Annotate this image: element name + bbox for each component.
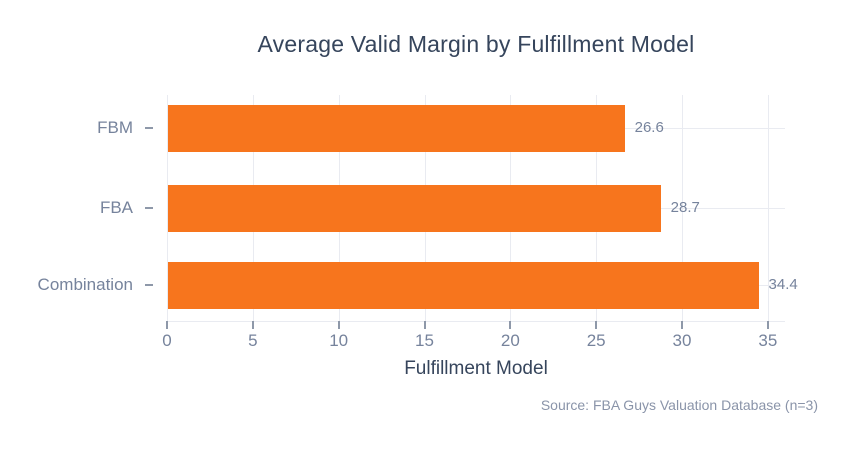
x-tick-mark: [251, 321, 254, 329]
x-tick-label: 5: [248, 331, 258, 350]
x-tick-label: 0: [162, 331, 172, 350]
y-tick-mark: [145, 284, 153, 286]
source-note: Source: FBA Guys Valuation Database (n=3…: [540, 397, 818, 413]
x-tick-mark: [766, 321, 769, 329]
y-tick-mark: [145, 207, 153, 209]
x-tick-label: 10: [329, 331, 349, 350]
y-tick-mark: [145, 127, 153, 129]
x-axis-title: Fulfillment Model: [404, 358, 548, 379]
bar-combination: [168, 261, 759, 309]
y-tick-label: Combination: [37, 275, 133, 294]
bar-value-label: 28.7: [670, 199, 700, 216]
x-tick-mark: [337, 321, 340, 329]
bar-fba: [168, 184, 661, 232]
bar-fbm: [168, 104, 625, 152]
x-tick-label: 15: [415, 331, 434, 350]
x-tick-mark: [166, 321, 168, 329]
x-tick-mark: [595, 321, 598, 329]
bar-value-label: 34.4: [768, 276, 798, 293]
y-tick-label: FBM: [97, 118, 133, 137]
x-tick-label: 30: [672, 331, 692, 350]
x-tick-mark: [509, 321, 512, 329]
x-tick-label: 20: [500, 331, 520, 350]
x-tick-mark: [681, 321, 683, 329]
y-tick-label: FBA: [99, 198, 133, 217]
bar-value-label: 26.6: [634, 119, 664, 136]
x-tick-label: 25: [586, 331, 606, 350]
x-tick-mark: [423, 321, 426, 329]
x-tick-label: 35: [758, 331, 778, 350]
chart-title: Average Valid Margin by Fulfillment Mode…: [257, 31, 695, 57]
plot-area: [167, 95, 785, 322]
